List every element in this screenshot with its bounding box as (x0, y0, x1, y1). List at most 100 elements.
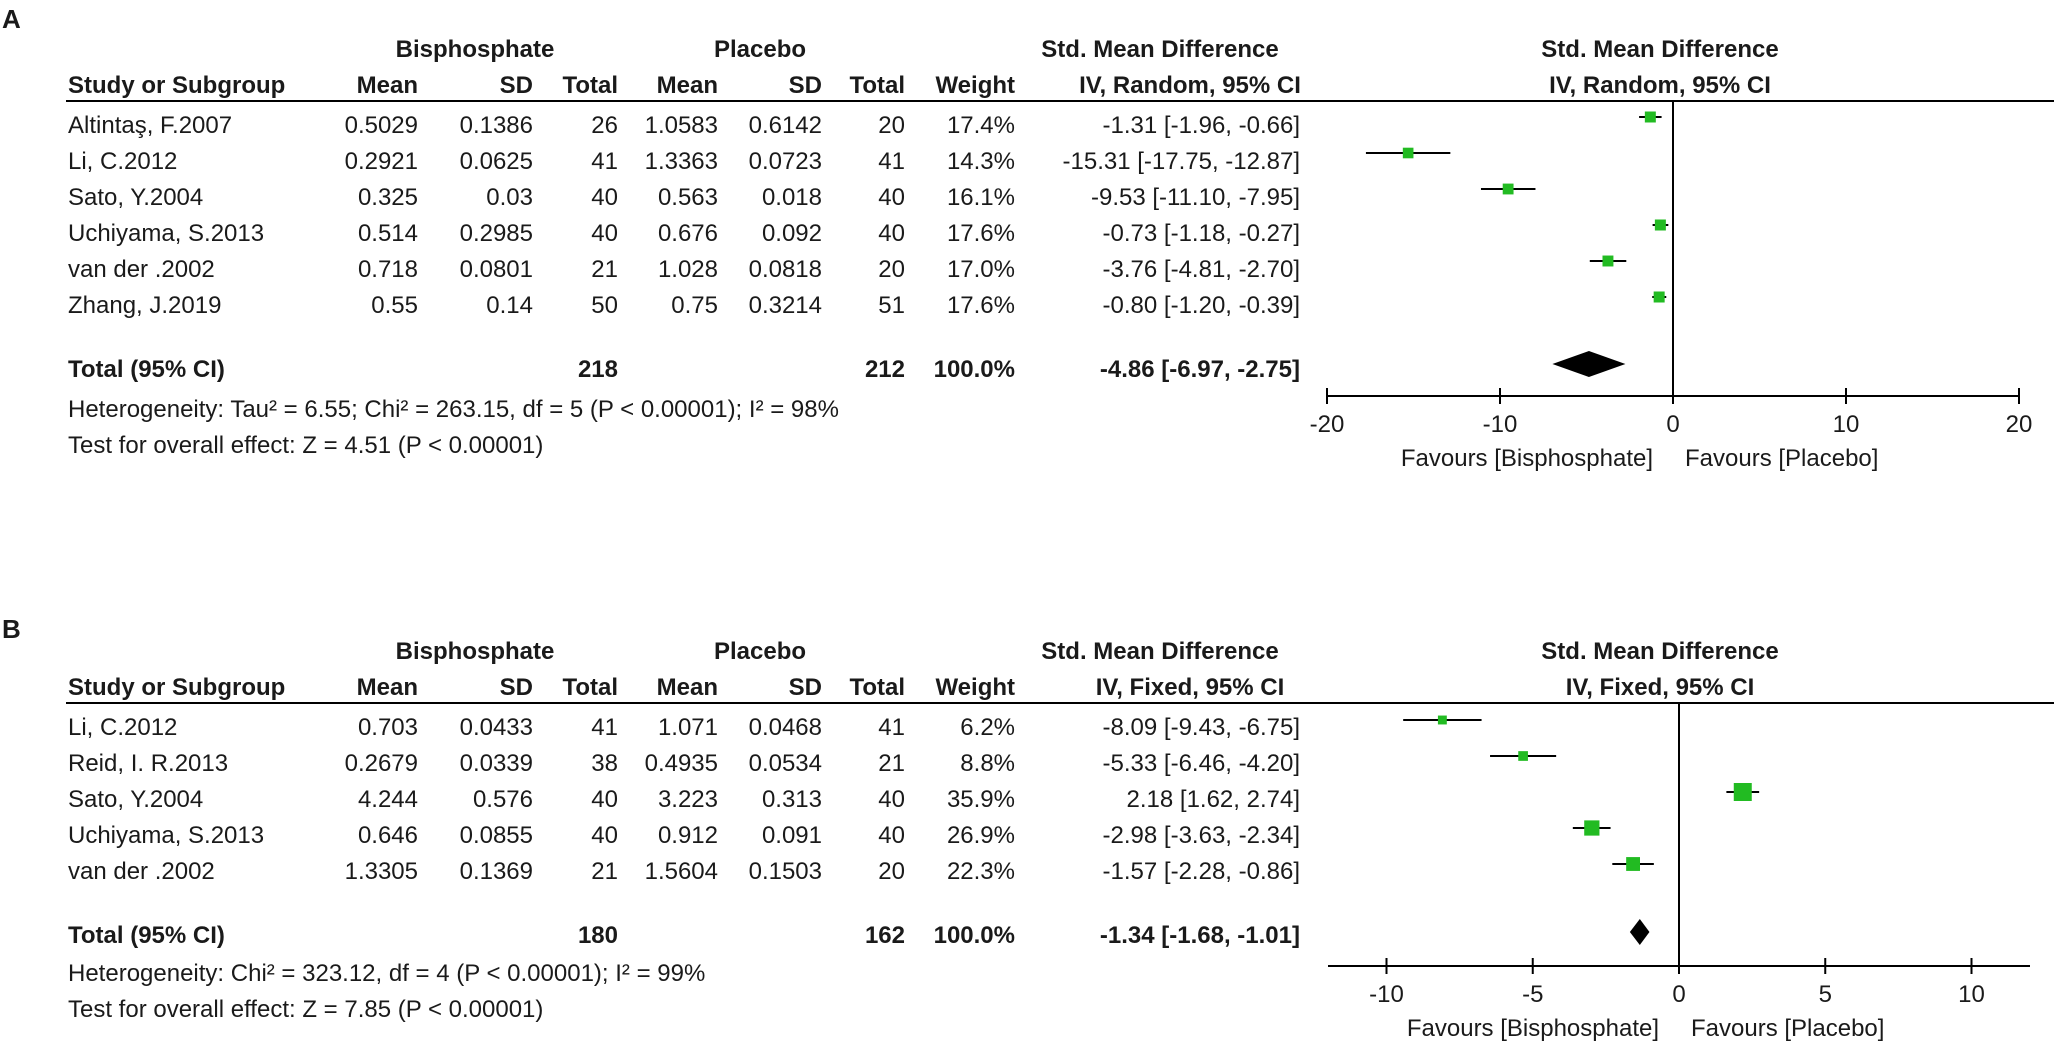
study-marker (1733, 783, 1752, 801)
table-effect-header: Std. Mean Difference (1041, 638, 1279, 665)
study-mean1: 1.3305 (344, 858, 418, 885)
x-tick-label: 10 (1833, 411, 1860, 438)
plot-effect-header: Std. Mean Difference (1541, 36, 1779, 63)
study-ci: -15.31 [-17.75, -12.87] (1062, 148, 1301, 175)
column-header-weight: Weight (935, 674, 1015, 701)
study-sd1: 0.2985 (459, 220, 533, 247)
study-sd2: 0.6142 (748, 112, 822, 139)
total-n1: 180 (577, 922, 618, 949)
study-mean2: 1.0583 (644, 112, 718, 139)
header-rule (66, 100, 2054, 102)
total-n2: 162 (864, 922, 905, 949)
study-mean2: 0.4935 (644, 750, 718, 777)
group1-header: Bisphosphate (395, 638, 555, 665)
study-sd1: 0.0801 (459, 256, 533, 283)
overall-effect-text: Test for overall effect: Z = 4.51 (P < 0… (68, 432, 544, 459)
study-mean2: 1.071 (657, 714, 718, 741)
study-n2: 20 (878, 256, 905, 283)
study-sd1: 0.1386 (459, 112, 533, 139)
table-method-header: IV, Fixed, 95% CI (1095, 674, 1285, 701)
study-sd2: 0.091 (761, 822, 822, 849)
study-mean1: 0.5029 (344, 112, 418, 139)
study-name: Li, C.2012 (68, 714, 178, 741)
forest-plot-panel-b: B Bisphosphate Placebo Std. Mean Differe… (0, 600, 2054, 1041)
study-weight: 35.9% (946, 786, 1015, 813)
column-header-sd1: SD (499, 72, 533, 99)
total-n1: 218 (577, 356, 618, 383)
study-weight: 17.0% (946, 256, 1015, 283)
study-sd1: 0.0625 (459, 148, 533, 175)
study-n1: 21 (591, 858, 618, 885)
forest-plot-a: -20 -10 0 10 20 Favours [Bisphosphate] Favours… (1310, 100, 2032, 472)
study-name: Zhang, J.2019 (68, 292, 222, 319)
overall-effect-text: Test for overall effect: Z = 7.85 (P < 0… (68, 996, 544, 1023)
study-n2: 40 (878, 220, 905, 247)
study-n2: 40 (878, 184, 905, 211)
study-marker (1654, 219, 1666, 231)
study-n1: 21 (591, 256, 618, 283)
study-marker (1602, 255, 1614, 267)
study-weight: 17.6% (946, 220, 1015, 247)
study-sd1: 0.03 (486, 184, 533, 211)
study-sd2: 0.3214 (748, 292, 822, 319)
column-header-study: Study or Subgroup (68, 72, 286, 99)
x-tick-label: 0 (1666, 411, 1679, 438)
study-sd1: 0.1369 (459, 858, 533, 885)
study-weight: 17.4% (946, 112, 1015, 139)
study-n2: 21 (878, 750, 905, 777)
study-mean1: 0.2679 (344, 750, 418, 777)
column-header-mean1: Mean (356, 72, 418, 99)
study-ci: -1.57 [-2.28, -0.86] (1102, 858, 1300, 885)
study-n2: 40 (878, 822, 905, 849)
study-sd1: 0.0339 (459, 750, 533, 777)
study-n1: 38 (591, 750, 618, 777)
study-n1: 40 (591, 822, 618, 849)
study-weight: 14.3% (946, 148, 1015, 175)
study-n1: 26 (591, 112, 618, 139)
heterogeneity-text: Heterogeneity: Chi² = 323.12, df = 4 (P … (68, 960, 706, 987)
study-sd2: 0.092 (761, 220, 822, 247)
study-sd1: 0.14 (486, 292, 533, 319)
forest-plot-b: -10 -5 0 5 10 Favours [Bisphosphate] Favours [… (1328, 702, 2030, 1041)
total-weight: 100.0% (933, 356, 1015, 383)
study-n2: 41 (878, 148, 905, 175)
study-sd2: 0.0468 (748, 714, 822, 741)
group1-header: Bisphosphate (395, 36, 555, 63)
study-mean1: 0.55 (371, 292, 418, 319)
study-mean1: 0.646 (357, 822, 418, 849)
study-marker (1584, 820, 1600, 836)
x-tick-label: 0 (1672, 981, 1685, 1008)
study-ci: -9.53 [-11.10, -7.95] (1090, 184, 1300, 211)
favours-left-label: Favours [Bisphosphate] (1401, 445, 1653, 472)
study-n1: 40 (591, 220, 618, 247)
column-header-total2: Total (849, 72, 905, 99)
study-sd2: 0.1503 (748, 858, 822, 885)
study-mean2: 0.912 (657, 822, 718, 849)
plot-effect-header: Std. Mean Difference (1541, 638, 1779, 665)
column-header-study: Study or Subgroup (68, 674, 286, 701)
study-weight: 6.2% (960, 714, 1015, 741)
plot-method-header: IV, Random, 95% CI (1549, 72, 1771, 99)
study-mean2: 1.3363 (644, 148, 718, 175)
study-name: Sato, Y.2004 (68, 184, 204, 211)
x-tick-label: -10 (1483, 411, 1518, 438)
study-mean2: 1.5604 (644, 858, 718, 885)
group2-header: Placebo (713, 638, 807, 665)
study-mean2: 1.028 (657, 256, 718, 283)
column-header-mean1: Mean (356, 674, 418, 701)
study-name: Uchiyama, S.2013 (68, 220, 265, 247)
study-marker (1518, 751, 1528, 761)
study-ci: -2.98 [-3.63, -2.34] (1102, 822, 1300, 849)
total-weight: 100.0% (933, 922, 1015, 949)
total-n2: 212 (864, 356, 905, 383)
study-n1: 50 (591, 292, 618, 319)
group2-header: Placebo (713, 36, 807, 63)
study-mean1: 0.325 (357, 184, 418, 211)
study-sd1: 0.0855 (459, 822, 533, 849)
study-ci: -3.76 [-4.81, -2.70] (1102, 256, 1300, 283)
study-sd1: 0.576 (472, 786, 533, 813)
total-label: Total (95% CI) (68, 922, 225, 949)
column-header-mean2: Mean (656, 674, 718, 701)
study-ci: 2.18 [1.62, 2.74] (1126, 786, 1300, 813)
study-name: van der .2002 (68, 858, 215, 885)
